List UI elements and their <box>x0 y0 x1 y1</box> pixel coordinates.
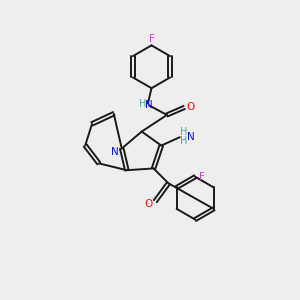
Text: F: F <box>199 172 205 182</box>
Text: N: N <box>187 132 194 142</box>
Text: N: N <box>111 147 119 157</box>
Text: H: H <box>139 99 146 109</box>
Text: N: N <box>145 100 153 110</box>
Text: H: H <box>180 136 187 146</box>
Text: O: O <box>145 199 153 209</box>
Text: F: F <box>148 34 154 44</box>
Text: O: O <box>187 102 195 112</box>
Text: H: H <box>180 127 187 137</box>
